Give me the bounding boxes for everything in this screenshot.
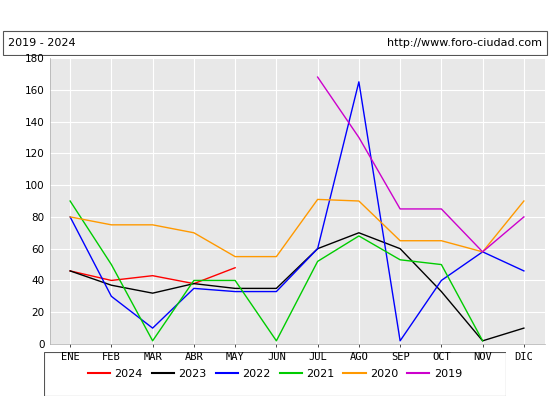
Text: Evolucion Nº Turistas Extranjeros en el municipio de la Llosa: Evolucion Nº Turistas Extranjeros en el … — [66, 8, 484, 22]
Legend: 2024, 2023, 2022, 2021, 2020, 2019: 2024, 2023, 2022, 2021, 2020, 2019 — [84, 364, 466, 384]
Text: http://www.foro-ciudad.com: http://www.foro-ciudad.com — [387, 38, 542, 48]
Text: 2019 - 2024: 2019 - 2024 — [8, 38, 76, 48]
